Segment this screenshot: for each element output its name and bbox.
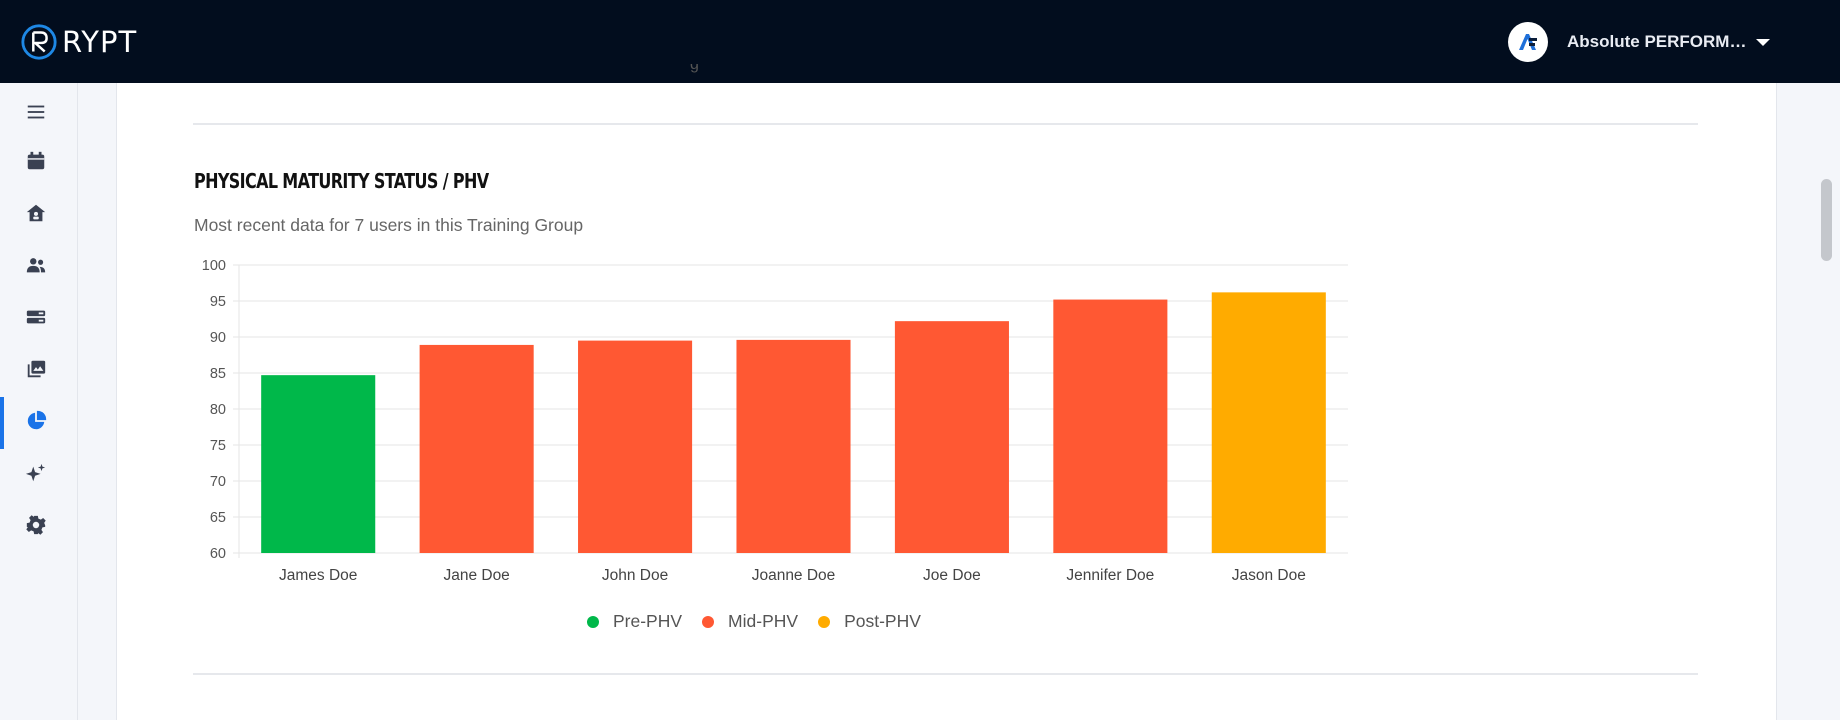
- sidebar-item-users[interactable]: [0, 241, 72, 289]
- legend-item[interactable]: Mid-PHV: [702, 611, 798, 632]
- bar: [419, 344, 534, 553]
- sidebar-item-calendar[interactable]: [0, 137, 72, 185]
- x-tick-label: Joanne Doe: [752, 567, 836, 584]
- y-tick-label: 90: [210, 330, 226, 346]
- legend-dot: [702, 615, 715, 628]
- x-tick-label: Jane Doe: [443, 567, 509, 584]
- scrollbar-thumb[interactable]: [1821, 179, 1832, 261]
- y-tick-label: 65: [210, 510, 226, 526]
- section-divider-bottom: [193, 673, 1698, 675]
- sidebar-item-home[interactable]: [0, 189, 72, 237]
- account-name: Absolute PERFORM…: [1567, 32, 1747, 51]
- legend-item[interactable]: Pre-PHV: [587, 611, 682, 632]
- gallery-icon: [27, 360, 46, 378]
- sidebar-item-database[interactable]: [0, 293, 72, 341]
- top-bar: RYPT Absolute PERFORM…: [0, 0, 1840, 83]
- sidebar-item-gallery[interactable]: [0, 345, 72, 393]
- chart-legend: Pre-PHV Mid-PHV Post-PHV: [587, 611, 941, 632]
- y-tick-label: 100: [202, 258, 226, 274]
- brand-logo[interactable]: RYPT: [20, 22, 137, 62]
- legend-label: Pre-PHV: [613, 611, 683, 631]
- x-tick-label: Jason Doe: [1232, 567, 1306, 584]
- sparkles-icon: [25, 463, 46, 482]
- phv-bar-chart: 100 95 90 85 80 75 70 65 60 James Doe Jane Doe John…: [202, 258, 1348, 584]
- sidebar-menu-toggle[interactable]: [0, 88, 72, 136]
- section-subtitle: Most recent data for 7 users in this Tra…: [194, 215, 584, 235]
- bar: [736, 339, 851, 553]
- x-tick-label: Joe Doe: [923, 567, 981, 584]
- pie-chart-icon: [27, 410, 47, 430]
- x-tick-label: James Doe: [279, 567, 357, 584]
- menu-icon: [27, 105, 45, 119]
- rypt-logo-icon: [21, 24, 57, 60]
- y-tick-label: 60: [210, 546, 226, 562]
- section-divider-top: [193, 123, 1698, 125]
- account-avatar: [1508, 22, 1548, 62]
- brand-name: RYPT: [62, 25, 138, 59]
- bar: [578, 340, 693, 553]
- bar: [894, 321, 1009, 553]
- home-icon: [26, 204, 46, 222]
- chevron-down-icon: [1756, 38, 1771, 46]
- bar: [261, 375, 376, 553]
- account-menu[interactable]: Absolute PERFORM…: [1508, 22, 1771, 62]
- bar: [1053, 299, 1168, 553]
- calendar-icon: [27, 151, 45, 170]
- y-tick-label: 80: [210, 402, 226, 418]
- gear-icon: [26, 515, 46, 535]
- y-tick-label: 70: [210, 474, 226, 490]
- clipped-text-fragment: g: [690, 64, 699, 73]
- x-tick-label: John Doe: [602, 567, 668, 584]
- sidebar-item-settings[interactable]: [0, 501, 72, 549]
- users-icon: [26, 258, 46, 273]
- legend-dot: [587, 615, 599, 628]
- legend-label: Post-PHV: [844, 611, 921, 631]
- legend-label: Mid-PHV: [728, 611, 799, 631]
- y-tick-label: 95: [210, 294, 226, 310]
- sidebar: [0, 83, 78, 720]
- x-tick-label: Jennifer Doe: [1066, 567, 1154, 584]
- legend-item[interactable]: Post-PHV: [818, 611, 921, 632]
- sidebar-item-ai[interactable]: [0, 449, 72, 497]
- y-tick-label: 85: [210, 366, 226, 382]
- y-tick-label: 75: [210, 438, 226, 454]
- bar: [1211, 292, 1326, 553]
- organization-logo-icon: [1519, 34, 1537, 50]
- section-title: PHYSICAL MATURITY STATUS / PHV: [194, 169, 489, 193]
- database-icon: [26, 310, 46, 324]
- sidebar-item-analytics[interactable]: [0, 397, 72, 449]
- legend-dot: [818, 615, 831, 628]
